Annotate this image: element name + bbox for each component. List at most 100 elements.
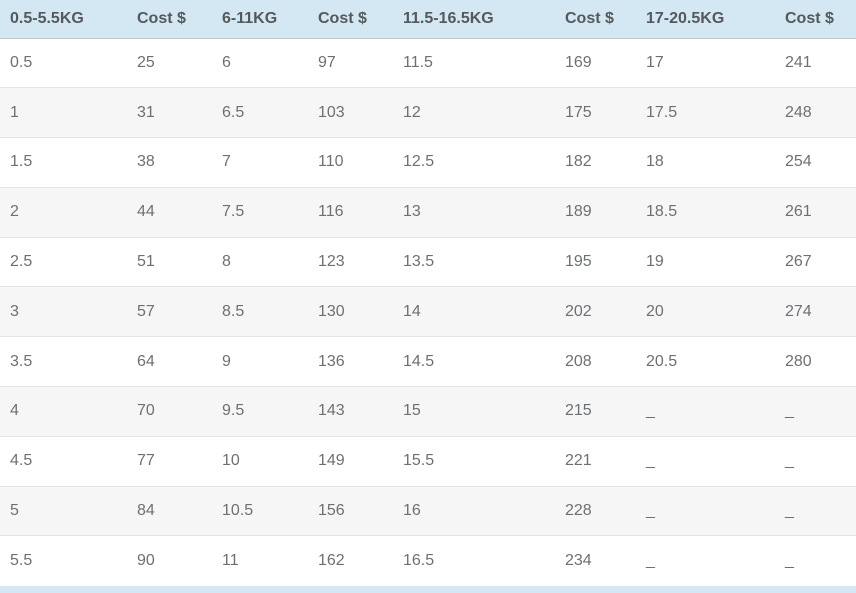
table-row: 4 70 9.5 143 15 215 _ _ <box>0 386 856 437</box>
cost-cell: 136 <box>308 336 393 387</box>
table-row: 3.5 64 9 136 14.5 208 20.5 280 <box>0 336 856 387</box>
weight-cell: 19 <box>636 236 775 287</box>
cost-cell: 90 <box>127 535 212 586</box>
cost-cell: 234 <box>555 535 636 586</box>
weight-cell: 5 <box>0 485 127 536</box>
weight-cell: 9.5 <box>212 386 308 437</box>
cost-cell: 182 <box>555 137 636 188</box>
weight-cell: 4 <box>0 386 127 437</box>
cost-cell: 25 <box>137 53 155 71</box>
weight-cell: 12 <box>393 87 555 138</box>
cost-cell: 51 <box>127 236 212 287</box>
cost-cell: 77 <box>127 435 212 487</box>
weight-cell: 13 <box>393 186 555 238</box>
cost-cell: 57 <box>127 286 212 337</box>
cost-cell: 162 <box>308 535 393 586</box>
cost-cell: _ <box>775 485 856 536</box>
weight-cell: 11 <box>212 535 308 586</box>
weight-cell: 5.5 <box>0 535 127 586</box>
weight-cell: 20.5 <box>636 336 775 387</box>
cost-cell: 70 <box>127 386 212 437</box>
weight-cell: 10 <box>212 435 308 487</box>
cost-cell: 248 <box>775 87 856 138</box>
cost-cell: 208 <box>555 336 636 387</box>
cost-cell: _ <box>775 535 856 586</box>
weight-cell: 18.5 <box>636 186 775 238</box>
next-table-header-strip <box>0 586 856 593</box>
cost-cell: 143 <box>308 386 393 437</box>
cost-cell: 123 <box>308 236 393 287</box>
table-row: 1 31 6.5 103 12 175 17.5 248 <box>0 87 856 138</box>
weight-cell: _ <box>636 386 775 437</box>
weight-cell: 7 <box>212 137 308 188</box>
weight-cell: 6 <box>222 53 231 71</box>
cost-cell: _ <box>775 435 856 487</box>
cost-cell: 274 <box>775 286 856 337</box>
table-row: 2 44 7.5 116 13 189 18.5 261 <box>0 186 856 238</box>
cost-cell: 261 <box>775 186 856 238</box>
column-header-cost-1: Cost $ <box>127 0 212 39</box>
cost-cell: 84 <box>127 485 212 536</box>
cost-cell: 64 <box>127 336 212 387</box>
weight-cell: 8.5 <box>212 286 308 337</box>
table-row: 4.5 77 10 149 15.5 221 _ _ <box>0 435 856 487</box>
cost-cell: 116 <box>308 186 393 238</box>
cost-cell: 31 <box>127 87 212 138</box>
table-row: 5 84 10.5 156 16 228 _ _ <box>0 485 856 536</box>
weight-cell: 16 <box>393 485 555 536</box>
cost-cell: 44 <box>127 186 212 238</box>
cost-cell: 280 <box>775 336 856 387</box>
cost-cell: 189 <box>555 186 636 238</box>
weight-cell: 18 <box>636 137 775 188</box>
weight-cell: 9 <box>212 336 308 387</box>
cost-cell: 110 <box>308 137 393 188</box>
table-body: 0.5 25 6 97 11.5 169 17 241 1 31 6.5 103 12 175 17.5 24… <box>0 38 856 586</box>
cost-cell: 97 <box>318 53 336 71</box>
weight-cell: 7.5 <box>212 186 308 238</box>
cost-cell: 202 <box>555 286 636 337</box>
cost-cell: 228 <box>555 485 636 536</box>
weight-cell: 2.5 <box>0 236 127 287</box>
cost-cell: 38 <box>127 137 212 188</box>
weight-cell: 13.5 <box>393 236 555 287</box>
column-header-cost-3: Cost $ <box>555 0 636 39</box>
weight-cell: 20 <box>636 286 775 337</box>
weight-cell: 1 <box>0 87 127 138</box>
table-row: 3 57 8.5 130 14 202 20 274 <box>0 286 856 337</box>
table-row: 5.5 90 11 162 16.5 234 _ _ <box>0 535 856 586</box>
weight-cell: 3.5 <box>0 336 127 387</box>
cost-cell: 215 <box>555 386 636 437</box>
weight-cell: 1.5 <box>0 137 127 188</box>
weight-cell: 8 <box>212 236 308 287</box>
weight-cell: 12.5 <box>393 137 555 188</box>
weight-cell: _ <box>636 535 775 586</box>
column-header-weight-range-2: 6-11KG <box>212 0 308 39</box>
weight-cell: 0.5 <box>10 53 33 71</box>
cost-cell: _ <box>775 386 856 437</box>
weight-cell: 17 <box>646 53 664 71</box>
weight-cell: 11.5 <box>403 53 433 71</box>
table-row: 2.5 51 8 123 13.5 195 19 267 <box>0 236 856 287</box>
table-header-row: 0.5-5.5KG Cost $ 6-11KG Cost $ 11.5-16.5… <box>0 0 856 39</box>
weight-cell: 3 <box>0 286 127 337</box>
column-header-cost-4: Cost $ <box>775 0 856 39</box>
weight-cell: 14.5 <box>393 336 555 387</box>
weight-cell: 6.5 <box>212 87 308 138</box>
column-header-cost-2: Cost $ <box>308 0 393 39</box>
cost-cell: 175 <box>555 87 636 138</box>
table-row: 0.5 25 6 97 11.5 169 17 241 <box>0 38 856 88</box>
weight-cell: 4.5 <box>0 435 127 487</box>
cost-cell: 149 <box>308 435 393 487</box>
weight-cell: 17.5 <box>636 87 775 138</box>
column-header-weight-range-3: 11.5-16.5KG <box>393 0 555 39</box>
cost-cell: 267 <box>775 236 856 287</box>
weight-cell: 14 <box>393 286 555 337</box>
cost-cell: 103 <box>308 87 393 138</box>
cost-cell: 241 <box>785 53 812 71</box>
weight-cell: _ <box>636 435 775 487</box>
weight-cell: _ <box>636 485 775 536</box>
table-header: 0.5-5.5KG Cost $ 6-11KG Cost $ 11.5-16.5… <box>0 0 856 39</box>
column-header-weight-range-4: 17-20.5KG <box>636 0 775 39</box>
table-row: 1.5 38 7 110 12.5 182 18 254 <box>0 137 856 188</box>
